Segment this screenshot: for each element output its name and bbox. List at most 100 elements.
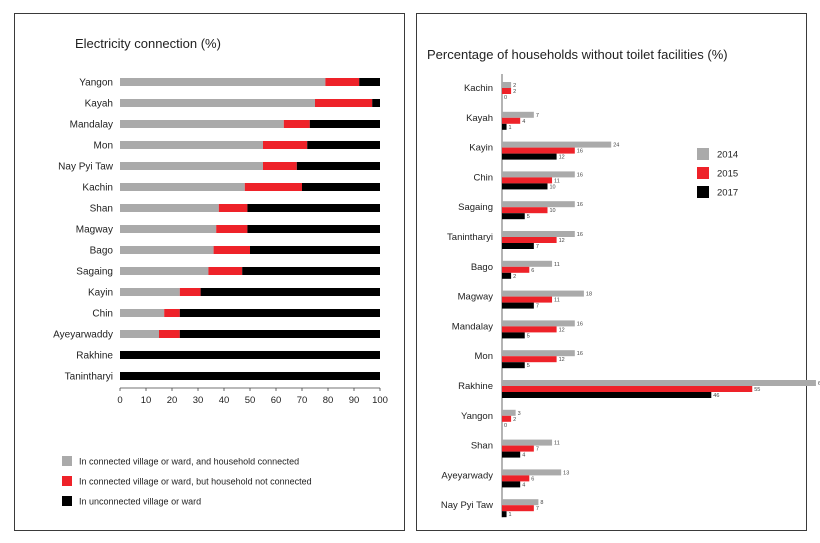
category-label: Kayah bbox=[85, 99, 113, 110]
category-label: Bago bbox=[90, 246, 114, 257]
x-tick-label: 90 bbox=[349, 395, 360, 406]
legend-swatch bbox=[697, 186, 709, 198]
bar bbox=[502, 451, 521, 458]
category-label: Rakhine bbox=[76, 351, 113, 362]
bar-segment bbox=[120, 309, 165, 317]
category-label: Mon bbox=[475, 351, 493, 362]
x-tick-label: 80 bbox=[323, 395, 334, 406]
x-tick-label: 0 bbox=[117, 395, 122, 406]
bar bbox=[502, 392, 712, 398]
bar bbox=[502, 439, 553, 446]
legend-swatch bbox=[697, 167, 709, 179]
category-label: Yangon bbox=[79, 78, 113, 89]
bar-value-label: 3 bbox=[518, 411, 521, 417]
bar-value-label: 16 bbox=[577, 232, 583, 238]
bar-segment bbox=[120, 120, 284, 128]
category-label: Nay Pyi Taw bbox=[441, 500, 493, 511]
bar bbox=[502, 469, 562, 476]
bar bbox=[502, 111, 534, 118]
bar-segment bbox=[208, 267, 243, 275]
legend-swatch bbox=[62, 456, 72, 466]
category-label: Magway bbox=[458, 292, 494, 303]
category-label: Bago bbox=[471, 262, 493, 273]
bar-segment bbox=[179, 330, 380, 338]
bar bbox=[502, 82, 512, 88]
category-label: Chin bbox=[92, 309, 113, 320]
bar bbox=[502, 153, 557, 160]
legend-swatch bbox=[62, 476, 72, 486]
legend-label: In unconnected village or ward bbox=[79, 497, 201, 507]
bar-value-label: 16 bbox=[577, 351, 583, 357]
bar bbox=[502, 183, 548, 190]
bar-value-label: 10 bbox=[550, 184, 556, 190]
category-label: Kayah bbox=[466, 113, 493, 124]
bar bbox=[502, 386, 753, 392]
bar bbox=[502, 207, 548, 214]
bar-value-label: 13 bbox=[563, 470, 569, 476]
bar-segment bbox=[372, 99, 380, 107]
bar-value-label: 7 bbox=[536, 304, 539, 310]
bar-segment bbox=[120, 267, 209, 275]
legend-swatch bbox=[62, 496, 72, 506]
bar-value-label: 5 bbox=[527, 214, 530, 220]
bar bbox=[502, 499, 539, 506]
bar-segment bbox=[120, 225, 217, 233]
category-label: Kachin bbox=[464, 83, 493, 94]
bar-segment bbox=[263, 141, 308, 149]
bar-value-label: 1 bbox=[509, 512, 512, 518]
toilet-chart-panel: Percentage of households without toilet … bbox=[416, 13, 820, 531]
bar-segment bbox=[120, 288, 180, 296]
category-label: Rakhine bbox=[458, 381, 493, 392]
x-tick-label: 10 bbox=[141, 395, 152, 406]
bar-segment bbox=[359, 78, 380, 86]
bar-value-label: 69 bbox=[818, 381, 820, 387]
bar bbox=[502, 332, 525, 339]
category-label: Sagaing bbox=[76, 267, 113, 278]
bar-segment bbox=[307, 141, 380, 149]
bar-value-label: 6 bbox=[531, 268, 534, 274]
bar bbox=[502, 505, 534, 512]
legend-label: 2015 bbox=[717, 169, 738, 180]
bar-segment bbox=[213, 246, 250, 254]
bar-value-label: 7 bbox=[536, 447, 539, 453]
bar bbox=[502, 350, 575, 357]
category-label: Ayeyarwady bbox=[441, 470, 493, 481]
electricity-chart-svg: Yangon Kayah Mandalay Mon Nay Pyi Taw Kachin S… bbox=[53, 78, 388, 507]
bar bbox=[502, 213, 525, 220]
bar-segment bbox=[247, 225, 380, 233]
bar-value-label: 2 bbox=[513, 83, 516, 89]
bar-value-label: 10 bbox=[550, 208, 556, 214]
legend-label: In connected village or ward, and househ… bbox=[79, 457, 299, 467]
category-label: Shan bbox=[90, 204, 113, 215]
bar-value-label: 2 bbox=[513, 89, 516, 95]
bar-value-label: 0 bbox=[504, 95, 507, 101]
bar-value-label: 11 bbox=[554, 441, 560, 447]
bar-segment bbox=[120, 99, 315, 107]
bar bbox=[502, 231, 575, 237]
bar-segment bbox=[120, 330, 159, 338]
bar-segment bbox=[250, 246, 380, 254]
bar-value-label: 11 bbox=[554, 298, 560, 304]
bar-segment bbox=[179, 288, 201, 296]
bar-value-label: 5 bbox=[527, 333, 530, 339]
bar-value-label: 24 bbox=[613, 143, 619, 149]
bar bbox=[502, 117, 521, 124]
electricity-chart-title: Electricity connection (%) bbox=[75, 36, 221, 51]
bar bbox=[502, 201, 575, 208]
bar bbox=[502, 243, 534, 249]
bar bbox=[502, 123, 507, 130]
bar-value-label: 1 bbox=[509, 125, 512, 131]
bar-segment bbox=[120, 246, 214, 254]
bar bbox=[502, 481, 521, 488]
bar-value-label: 5 bbox=[527, 363, 530, 369]
bar-value-label: 11 bbox=[554, 178, 560, 184]
category-label: Mon bbox=[94, 141, 113, 152]
bar-segment bbox=[120, 351, 380, 359]
bar bbox=[502, 511, 507, 518]
bar-segment bbox=[315, 99, 373, 107]
bar bbox=[502, 272, 512, 279]
bar-segment bbox=[120, 183, 245, 191]
x-tick-label: 70 bbox=[297, 395, 308, 406]
x-tick-label: 50 bbox=[245, 395, 256, 406]
